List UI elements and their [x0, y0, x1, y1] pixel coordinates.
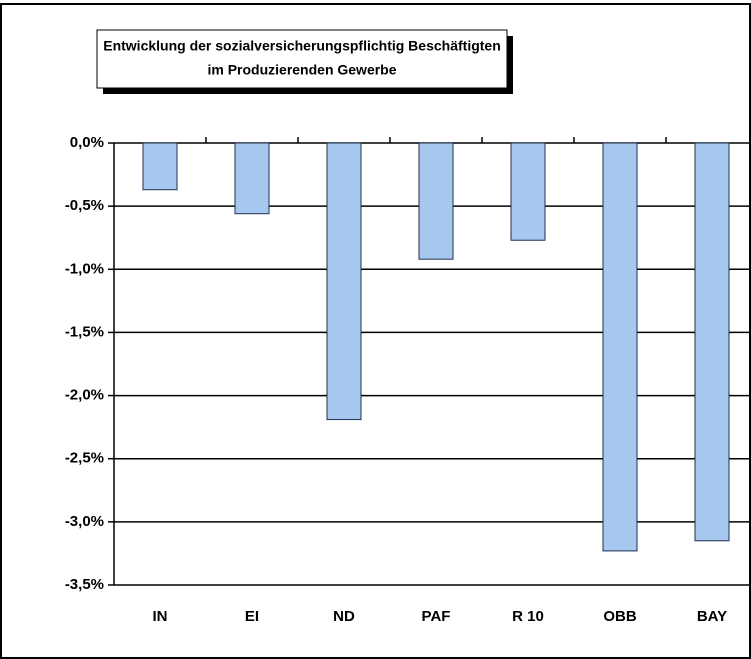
- y-tick-label: 0,0%: [70, 134, 104, 151]
- x-tick-label: R 10: [512, 608, 544, 625]
- x-tick-label: EI: [245, 608, 259, 625]
- bar: [326, 142, 362, 421]
- title-box: [96, 29, 508, 89]
- y-tick-label: -0,5%: [65, 197, 104, 214]
- x-tick-label: PAF: [422, 608, 451, 625]
- x-tick-label: ND: [333, 608, 355, 625]
- chart-title: im Produzierenden Gewerbe: [207, 62, 396, 78]
- x-tick-label: IN: [153, 608, 168, 625]
- y-tick-label: -3,5%: [65, 576, 104, 593]
- x-tick-label: OBB: [603, 608, 637, 625]
- chart-title: Entwicklung der sozialversicherungspflic…: [103, 38, 501, 54]
- bar: [510, 142, 546, 241]
- bar: [418, 142, 454, 260]
- y-tick-label: -1,5%: [65, 323, 104, 340]
- y-tick-label: -2,0%: [65, 387, 104, 404]
- x-tick-label: BAY: [697, 608, 727, 625]
- y-tick-label: -3,0%: [65, 513, 104, 530]
- bar: [602, 142, 638, 552]
- y-tick-label: -1,0%: [65, 260, 104, 277]
- bar: [694, 142, 730, 542]
- bar: [234, 142, 270, 215]
- y-tick-label: -2,5%: [65, 450, 104, 467]
- bar: [142, 142, 178, 191]
